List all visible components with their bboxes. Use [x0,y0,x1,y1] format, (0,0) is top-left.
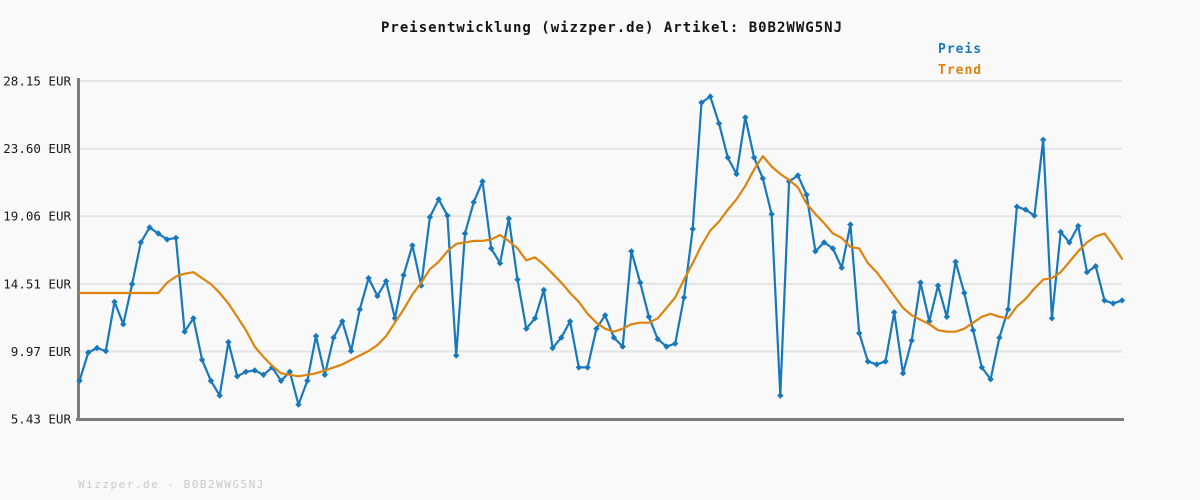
price-line [78,95,1124,406]
y-axis-tick-label: 23.60 EUR [3,141,71,156]
y-axis-tick-label: 9.97 EUR [11,344,72,359]
chart-title: Preisentwicklung (wizzper.de) Artikel: B… [380,20,843,36]
watermark-text: Wizzper.de - B0B2WWG5NJ [78,478,265,491]
chart-legend: Preis Trend [938,39,982,81]
trend-line [78,155,1124,378]
y-axis-tick-label: 5.43 EUR [11,412,72,427]
y-axis-tick-label: 14.51 EUR [3,276,71,291]
legend-item-trend: Trend [938,63,983,78]
y-axis-tick-label: 19.06 EUR [3,209,71,224]
y-axis-tick-label: 28.15 EUR [3,74,71,89]
legend-item-preis: Preis [938,42,983,57]
